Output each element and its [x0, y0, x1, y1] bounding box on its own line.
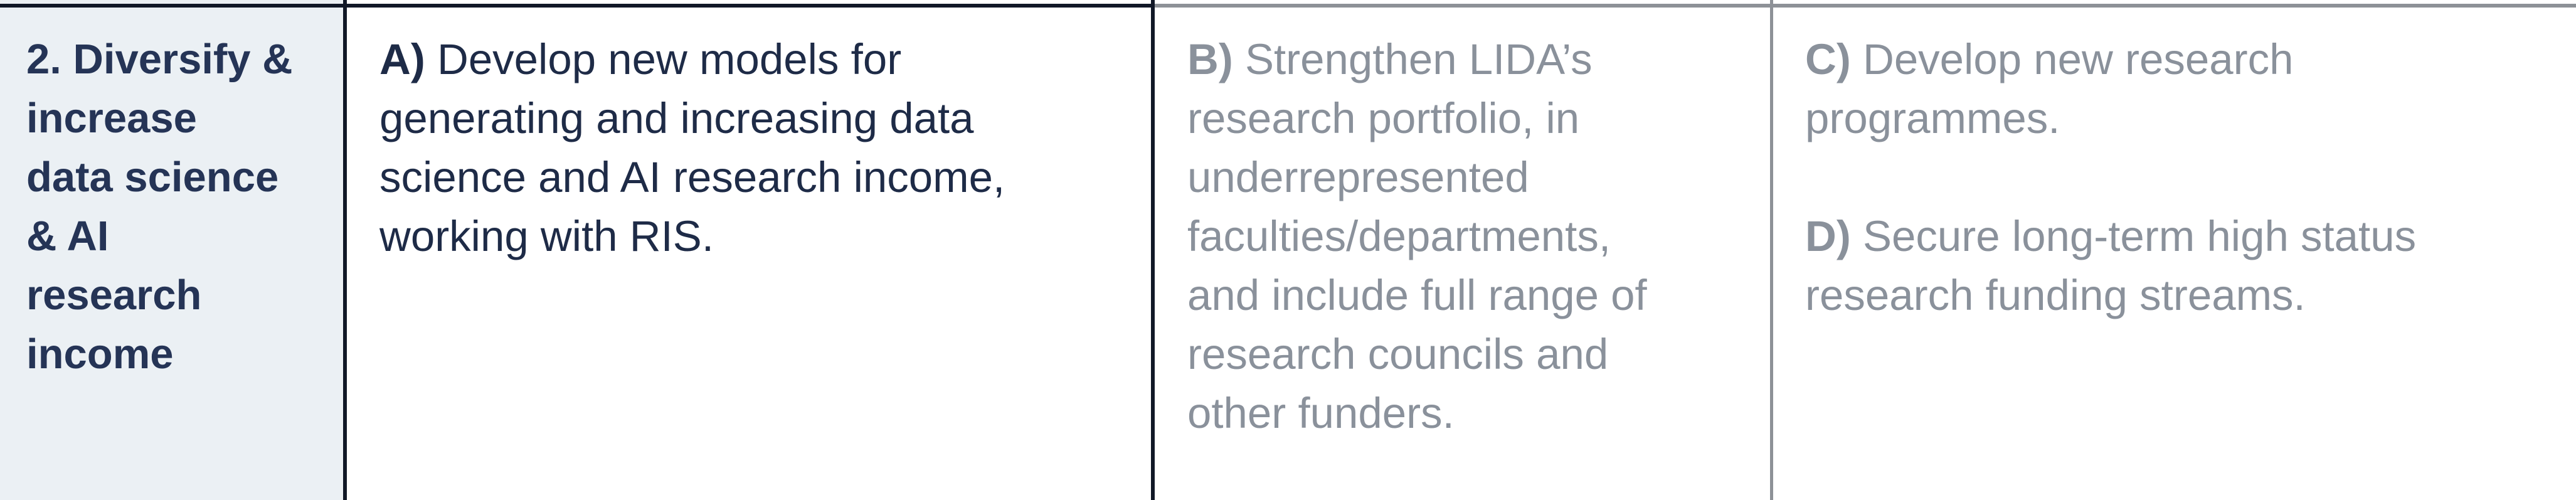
objective-c-line: Develop new research	[1850, 35, 2294, 83]
objective-b-line: and include full range of	[1187, 271, 1647, 319]
objective-c-first-line: C) Develop new research	[1805, 30, 2416, 89]
objective-c-letter: C)	[1805, 35, 1851, 83]
column-divider-2	[1151, 0, 1155, 500]
objective-b-line: research portfolio, in	[1187, 94, 1580, 142]
objective-a-line: Develop new models for	[425, 35, 902, 83]
objective-a-letter: A)	[379, 35, 425, 83]
objective-a-line: generating and increasing data	[379, 94, 974, 142]
objective-b-cell	[1153, 0, 1771, 500]
objective-d-first-line: D) Secure long-term high status	[1805, 207, 2416, 266]
row-heading-line: income	[26, 331, 174, 378]
objective-b-line: other funders.	[1187, 389, 1455, 437]
objective-d-line: research funding streams.	[1805, 271, 2306, 319]
objective-a-first-line: A) Develop new models for	[379, 30, 1005, 89]
row-heading-line: research	[26, 272, 202, 319]
row-heading-line: 2. Diversify &	[26, 36, 293, 83]
objectives-c-d-cell	[1771, 0, 2576, 500]
objective-b-text: B) Strengthen LIDA’s research portfolio,…	[1187, 30, 1647, 443]
objective-b-line: faculties/departments,	[1187, 212, 1611, 260]
objective-b-first-line: B) Strengthen LIDA’s	[1187, 30, 1647, 89]
objective-a-line: working with RIS.	[379, 212, 714, 260]
objective-a-cell	[345, 0, 1153, 500]
objectives-c-d-text: C) Develop new research programmes. D) S…	[1805, 30, 2416, 325]
objective-a-text: A) Develop new models for generating and…	[379, 30, 1005, 266]
top-border-grey	[1153, 4, 2576, 8]
objective-b-line: research councils and	[1187, 330, 1609, 378]
objective-d-letter: D)	[1805, 212, 1851, 260]
objective-a-line: science and AI research income,	[379, 153, 1005, 201]
objective-d-line: Secure long-term high status	[1850, 212, 2417, 260]
column-divider-3	[1770, 0, 1773, 500]
objective-b-letter: B)	[1187, 35, 1233, 83]
objective-c-line: programmes.	[1805, 94, 2060, 142]
objective-b-line: Strengthen LIDA’s	[1232, 35, 1593, 83]
row-heading-line: increase	[26, 95, 197, 142]
row-heading-line: & AI	[26, 213, 109, 260]
objective-b-line: underrepresented	[1187, 153, 1529, 201]
column-divider-1	[343, 0, 347, 500]
row-heading-cell	[0, 0, 345, 500]
row-heading: 2. Diversify & increase data science & A…	[26, 30, 293, 384]
paragraph-spacer	[1805, 148, 2416, 207]
top-border-dark	[0, 4, 1153, 8]
row-heading-line: data science	[26, 154, 279, 201]
